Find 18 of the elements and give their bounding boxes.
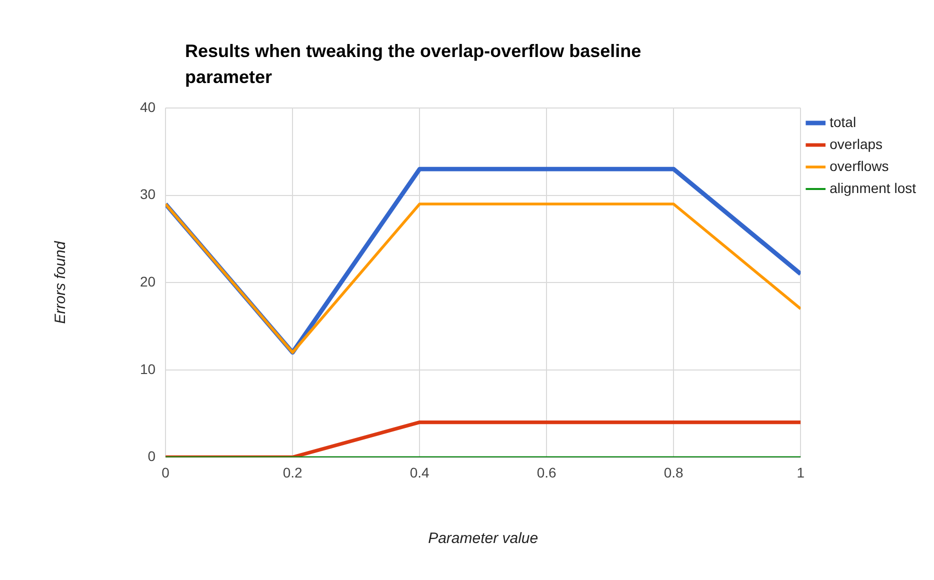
- x-tick-label: 0.2: [282, 464, 303, 480]
- legend-label: overlaps: [830, 136, 883, 152]
- legend-label: total: [830, 114, 856, 130]
- x-tick-label: 0: [162, 464, 170, 480]
- chart-title: Results when tweaking the overlap-overflow baseline parameter: [185, 40, 642, 89]
- x-tick-label: 0.4: [410, 464, 430, 480]
- y-tick-label: 20: [140, 273, 156, 290]
- x-axis-title: Parameter value: [428, 530, 538, 548]
- x-tick-label: 0.6: [536, 464, 557, 480]
- legend-label: overflows: [830, 158, 889, 174]
- x-tick-label: 1: [796, 464, 805, 480]
- y-tick-label: 40: [140, 98, 156, 115]
- legend-label: alignment lost: [830, 180, 916, 196]
- y-axis-title: Errors found: [52, 240, 70, 324]
- y-tick-label: 30: [140, 186, 156, 202]
- x-tick-label: 0.8: [664, 464, 684, 480]
- y-tick-label: 10: [140, 360, 156, 377]
- y-tick-label: 0: [148, 448, 156, 464]
